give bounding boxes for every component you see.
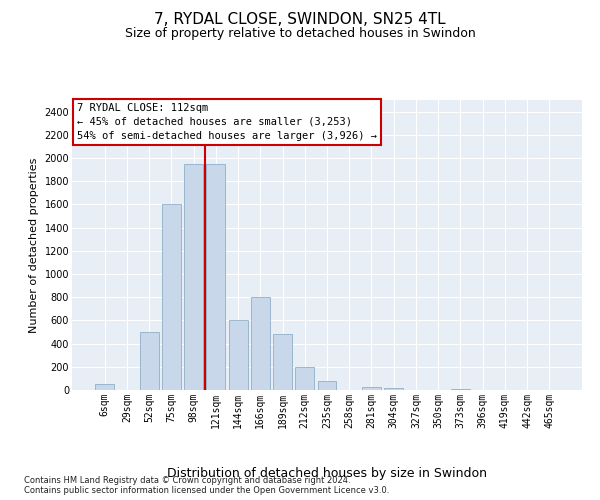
- Bar: [273, 334, 292, 390]
- Text: Size of property relative to detached houses in Swindon: Size of property relative to detached ho…: [125, 28, 475, 40]
- Bar: [162, 204, 181, 390]
- Bar: [95, 384, 114, 390]
- Y-axis label: Number of detached properties: Number of detached properties: [29, 158, 39, 332]
- Text: Contains HM Land Registry data © Crown copyright and database right 2024.
Contai: Contains HM Land Registry data © Crown c…: [24, 476, 389, 495]
- Bar: [295, 367, 314, 390]
- Bar: [362, 386, 381, 390]
- Bar: [251, 297, 270, 390]
- Bar: [229, 320, 248, 390]
- Bar: [184, 164, 203, 390]
- Text: 7, RYDAL CLOSE, SWINDON, SN25 4TL: 7, RYDAL CLOSE, SWINDON, SN25 4TL: [154, 12, 446, 28]
- Bar: [451, 389, 470, 390]
- Bar: [317, 380, 337, 390]
- Text: 7 RYDAL CLOSE: 112sqm
← 45% of detached houses are smaller (3,253)
54% of semi-d: 7 RYDAL CLOSE: 112sqm ← 45% of detached …: [77, 103, 377, 141]
- Bar: [206, 164, 225, 390]
- Bar: [384, 388, 403, 390]
- Bar: [140, 332, 158, 390]
- X-axis label: Distribution of detached houses by size in Swindon: Distribution of detached houses by size …: [167, 467, 487, 480]
